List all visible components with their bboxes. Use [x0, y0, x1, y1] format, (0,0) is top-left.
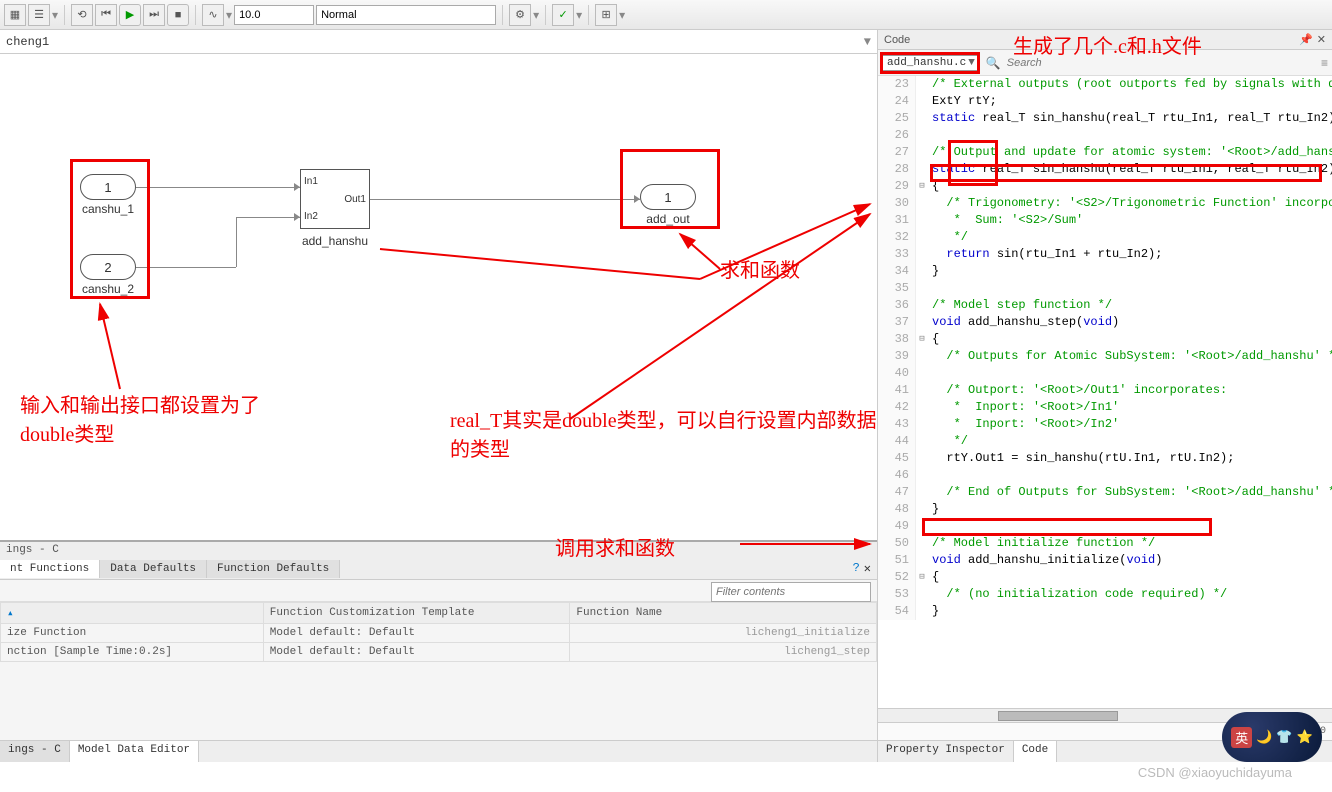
tab-data-defaults[interactable]: Data Defaults — [100, 560, 207, 578]
table-row[interactable]: ize FunctionModel default: Defaultlichen… — [1, 624, 877, 643]
ime-float-icon[interactable]: 英 🌙👕⭐ — [1222, 712, 1322, 762]
outport-1[interactable]: 1 add_out — [640, 184, 696, 226]
grid-icon[interactable]: ⊞ — [595, 4, 617, 26]
inport-2[interactable]: 2 canshu_2 — [80, 254, 136, 296]
browser-icon[interactable]: ▦ — [4, 4, 26, 26]
tune-icon[interactable]: ⚙ — [509, 4, 531, 26]
functions-table[interactable]: ▴ Function Customization Template Functi… — [0, 602, 877, 740]
anno-realt: real_T其实是double类型，可以自行设置内部数据的类型 — [450, 404, 877, 462]
code-search-input[interactable] — [1007, 57, 1087, 69]
search-icon[interactable]: 🔍 — [986, 56, 1001, 70]
menu-icon[interactable]: ≡ — [1321, 56, 1328, 70]
code-mappings-panel: ings - C nt Functions Data Defaults Func… — [0, 540, 877, 740]
filter-input[interactable] — [711, 582, 871, 602]
model-canvas[interactable]: 1 canshu_1 2 canshu_2 In1 In2 Out1 add_h… — [0, 54, 877, 540]
tab-code[interactable]: Code — [1014, 741, 1057, 762]
main-toolbar: ▦ ☰ ▾ ⟲ ⏮ ▶ ⏭ ■ ∿ ▾ ⚙ ▾ ✓ ▾ ⊞ ▾ — [0, 0, 1332, 30]
stop-icon[interactable]: ■ — [167, 4, 189, 26]
file-dropdown[interactable]: add_hanshu.c ▼ — [882, 55, 980, 71]
bottom-tab-data-editor[interactable]: Model Data Editor — [70, 741, 199, 762]
subsystem-block[interactable]: In1 In2 Out1 — [300, 169, 370, 229]
list-icon[interactable]: ☰ — [28, 4, 50, 26]
watermark: CSDN @xiaoyuchidayuma — [1138, 765, 1292, 780]
close-icon[interactable]: ✕ — [864, 561, 871, 576]
tab-property-inspector[interactable]: Property Inspector — [878, 741, 1014, 762]
anno-sum-fn: 求和函数 — [720, 254, 800, 283]
code-panel: Code 📌 ✕ add_hanshu.c ▼ 🔍 ≡ 23/* Externa… — [877, 30, 1332, 762]
play-icon[interactable]: ▶ — [119, 4, 141, 26]
step-back-icon[interactable]: ⏮ — [95, 4, 117, 26]
tab-function-defaults[interactable]: Function Defaults — [207, 560, 340, 578]
inport-1[interactable]: 1 canshu_1 — [80, 174, 136, 216]
check-icon[interactable]: ✓ — [552, 4, 574, 26]
back-icon[interactable]: ⟲ — [71, 4, 93, 26]
tab-functions[interactable]: nt Functions — [0, 560, 100, 578]
subsystem-label: add_hanshu — [300, 234, 370, 248]
help-icon[interactable]: ? — [853, 561, 860, 576]
pin-icon[interactable]: 📌 — [1299, 33, 1313, 46]
anno-io-double: 输入和输出接口都设置为了double类型 — [20, 389, 260, 447]
table-row[interactable]: nction [Sample Time:0.2s]Model default: … — [1, 643, 877, 662]
code-editor[interactable]: 23/* External outputs (root outports fed… — [878, 76, 1332, 708]
step-icon[interactable]: ⏭ — [143, 4, 165, 26]
bottom-tab-mappings[interactable]: ings - C — [0, 741, 70, 762]
close-panel-icon[interactable]: ✕ — [1317, 33, 1326, 46]
breadcrumb[interactable]: cheng1 ▼ — [0, 30, 877, 54]
cm-title: ings - C — [0, 542, 877, 558]
signal-icon[interactable]: ∿ — [202, 4, 224, 26]
stop-time-input[interactable] — [234, 5, 314, 25]
code-panel-title: Code — [884, 34, 910, 46]
sim-mode-select[interactable] — [316, 5, 496, 25]
